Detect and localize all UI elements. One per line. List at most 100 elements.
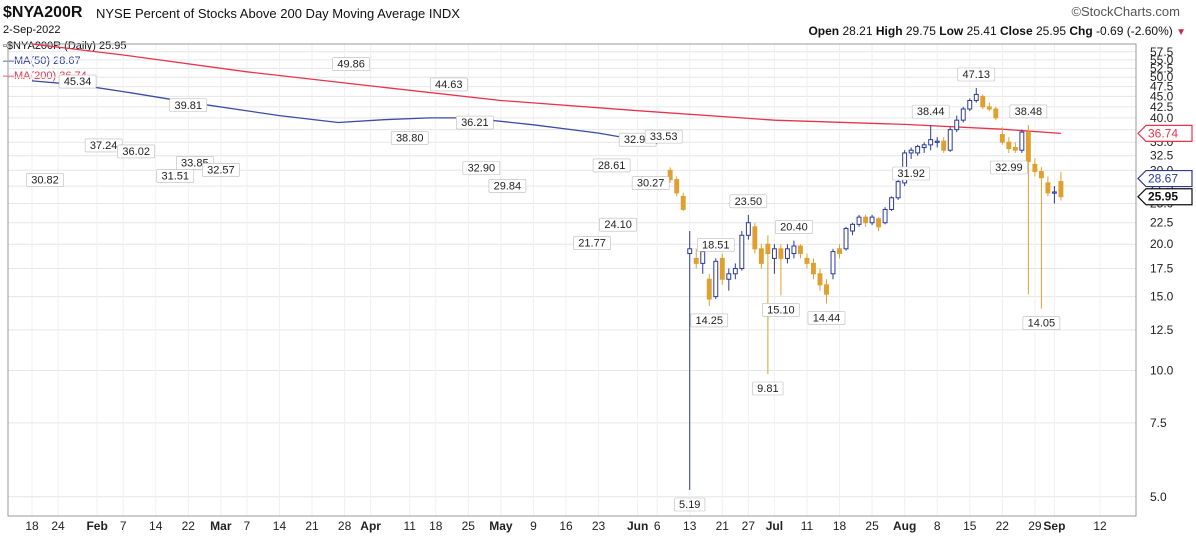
y-tick-label: 57.5 xyxy=(1150,45,1174,59)
x-tick-label: 16 xyxy=(559,519,573,533)
x-tick-label: 9 xyxy=(530,519,537,533)
x-tick-label: 7 xyxy=(244,519,251,533)
brand-label[interactable]: ©StockCharts.com xyxy=(1071,4,1180,19)
annotation-label: 31.51 xyxy=(162,170,190,182)
x-tick-label: 7 xyxy=(120,519,127,533)
x-tick-label: 18 xyxy=(833,519,847,533)
candle-body xyxy=(667,169,673,181)
annotation-label: 38.80 xyxy=(396,132,424,144)
x-tick-label: 25 xyxy=(462,519,476,533)
candle-body xyxy=(908,149,914,154)
candle-body xyxy=(863,216,869,224)
candle-body xyxy=(811,262,816,275)
ma200-line xyxy=(31,43,1061,135)
candle-body xyxy=(824,284,829,295)
annotation-box xyxy=(696,237,735,252)
annotation-box xyxy=(429,77,468,92)
annotation-box xyxy=(729,194,768,209)
candle-body xyxy=(700,251,706,264)
annotation-box xyxy=(644,129,683,144)
annotation-label: 36.21 xyxy=(461,117,489,129)
chart-header: $NYA200R NYSE Percent of Stocks Above 20… xyxy=(0,0,1196,42)
annotation-label: 37.24 xyxy=(90,140,118,152)
annotation-box xyxy=(488,178,527,193)
low-value: 25.41 xyxy=(966,24,997,38)
chart-date: 2-Sep-2022 xyxy=(3,24,61,36)
annotation-box xyxy=(202,163,240,177)
annotation-box xyxy=(690,313,729,328)
x-tick-label: Feb xyxy=(86,519,107,533)
annotation-box xyxy=(957,67,996,82)
candle-body xyxy=(882,208,888,224)
symbol-title: $NYA200R xyxy=(3,4,83,21)
price-tag xyxy=(1137,188,1193,206)
x-tick-label: 11 xyxy=(403,519,416,533)
annotation-box xyxy=(462,161,501,175)
candle-body xyxy=(830,251,836,275)
candle-body xyxy=(752,226,758,250)
annotation-box xyxy=(390,131,429,145)
x-tick-label: 6 xyxy=(654,519,661,533)
x-tick-label: Aug xyxy=(893,519,916,533)
annotation-box xyxy=(775,220,813,234)
chg-value: -0.69 (-2.60%) xyxy=(1096,24,1173,38)
candle-body xyxy=(967,100,973,110)
annotation-box xyxy=(807,311,846,325)
legend-price: ▫$NYA200R (Daily) 25.95 xyxy=(3,40,127,52)
candle-body xyxy=(973,93,979,102)
candle-body xyxy=(869,216,875,224)
annotation-label: 31.92 xyxy=(897,168,925,180)
candle-body xyxy=(889,197,895,210)
x-tick-label: 14 xyxy=(273,519,287,533)
annotation-box xyxy=(990,160,1028,175)
candle-body xyxy=(941,140,947,151)
chg-label: Chg xyxy=(1069,24,1093,38)
annotation-label: 23.50 xyxy=(735,196,763,208)
ohlc-readout: Open 28.21 High 29.75 Low 25.41 Close 25… xyxy=(808,24,1186,38)
candle-body xyxy=(980,95,986,108)
high-label: High xyxy=(875,24,903,38)
annotation-label: 32.57 xyxy=(207,164,235,176)
annotation-box xyxy=(1009,104,1048,119)
annotation-label: 14.05 xyxy=(1028,318,1056,330)
candle-body xyxy=(817,273,823,286)
candle-body xyxy=(758,248,764,264)
annotation-box xyxy=(762,303,800,317)
annotation-label: 38.44 xyxy=(917,106,945,118)
x-tick-label: 8 xyxy=(934,519,941,533)
high-value: 29.75 xyxy=(905,24,936,38)
symbol-description: NYSE Percent of Stocks Above 200 Day Mov… xyxy=(96,6,460,21)
candle-body xyxy=(1058,181,1064,198)
candle-body xyxy=(771,248,777,259)
annotation-label: 44.63 xyxy=(435,79,463,91)
x-tick-label: 23 xyxy=(592,519,606,533)
candle-body xyxy=(1045,182,1051,194)
x-tick-label: 28 xyxy=(338,519,352,533)
annotation-label: 15.10 xyxy=(767,304,795,316)
x-tick-label: 21 xyxy=(305,519,319,533)
annotation-box xyxy=(752,381,784,396)
annotation-label: 18.51 xyxy=(702,239,730,251)
annotation-label: 32.99 xyxy=(995,162,1023,174)
y-tick-label: 22.5 xyxy=(1150,216,1174,230)
ma50-line xyxy=(31,80,658,144)
annotation-box xyxy=(674,497,706,512)
low-label: Low xyxy=(939,24,964,38)
candle-body xyxy=(784,248,790,259)
annotation-label: 5.19 xyxy=(679,499,700,511)
candle-body xyxy=(850,223,855,232)
x-tick-label: 14 xyxy=(149,519,163,533)
candle-body xyxy=(960,108,966,121)
candle-body xyxy=(954,119,960,131)
annotation-label: 49.86 xyxy=(337,59,365,71)
annotation-label: 20.40 xyxy=(780,222,808,234)
x-tick-label: 18 xyxy=(25,519,39,533)
price-tag xyxy=(1137,169,1193,188)
x-tick-label: 12 xyxy=(1093,519,1107,533)
annotation-box xyxy=(169,98,208,113)
candle-body xyxy=(765,243,771,255)
candle-body xyxy=(1012,146,1018,151)
close-label: Close xyxy=(999,24,1033,38)
annotation-label: 33.85 xyxy=(181,157,209,169)
